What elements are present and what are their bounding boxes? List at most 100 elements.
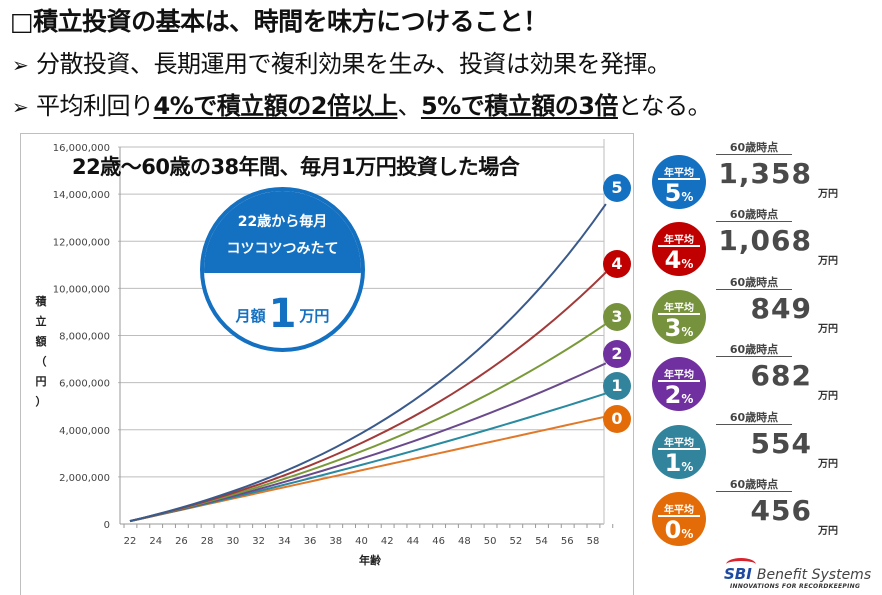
at-age-60-label: 60歳時点 xyxy=(716,411,792,425)
bullet-text: 分散投資、長期運用で複利効果を生み、投資は効果を発揮。 xyxy=(36,50,671,78)
rate-value: 3% xyxy=(652,314,706,342)
amount-at-60: 1,068 xyxy=(718,224,812,257)
y-tick-label: 12,000,000 xyxy=(53,237,110,248)
x-tick-label: 50 xyxy=(484,536,497,547)
rate-circle-1pct: 年平均 1% xyxy=(652,425,706,479)
bullet-text-mid: 、 xyxy=(397,92,421,120)
emphasis-5pct: 5%で積立額の3倍 xyxy=(420,92,618,120)
y-axis-label-char: 額 xyxy=(35,335,47,348)
rate-number: 3 xyxy=(664,314,682,342)
x-tick-label: 32 xyxy=(252,536,265,547)
logo-swoosh-icon xyxy=(726,558,756,571)
at-age-60-label: 60歳時点 xyxy=(716,208,792,222)
x-tick-label: 44 xyxy=(407,536,420,547)
y-tick-label: 10,000,000 xyxy=(53,284,110,295)
rate-label: 年平均 xyxy=(664,370,694,381)
rate-percent-sign: % xyxy=(681,257,694,271)
amount-unit: 万円 xyxy=(818,526,838,537)
x-tick-label: 36 xyxy=(304,536,317,547)
rate-number: 4 xyxy=(664,246,682,274)
rate-value: 1% xyxy=(652,449,706,477)
series-line-2pct xyxy=(129,362,607,523)
badge-amount-value: 1 xyxy=(268,291,297,337)
rate-circle-4pct: 年平均 4% xyxy=(652,222,706,276)
chart-title: 22歳〜60歳の38年間、毎月1万円投資した場合 xyxy=(72,155,520,179)
amount-unit: 万円 xyxy=(818,189,838,200)
x-tick-label: 40 xyxy=(355,536,368,547)
rate-label: 年平均 xyxy=(664,303,694,314)
rate-label: 年平均 xyxy=(664,168,694,179)
x-tick-label: 38 xyxy=(329,536,342,547)
rate-label: 年平均 xyxy=(664,505,694,516)
x-tick-label: 24 xyxy=(149,536,162,547)
rate-percent-sign: % xyxy=(681,392,694,406)
rate-circle-0pct: 年平均 0% xyxy=(652,492,706,546)
amount-at-60: 682 xyxy=(750,359,812,392)
rate-divider xyxy=(658,245,700,247)
y-tick-label: 14,000,000 xyxy=(53,190,110,201)
badge-line-2: コツコツつみたて xyxy=(226,241,339,257)
x-tick-label: 56 xyxy=(561,536,574,547)
rate-divider xyxy=(658,515,700,517)
arrow-bullet-icon: ➢ xyxy=(12,95,29,119)
rate-divider xyxy=(658,380,700,382)
x-tick-label: 30 xyxy=(227,536,240,547)
bullet-point-2: ➢ 平均利回り4%で積立額の2倍以上、5%で積立額の3倍となる。 xyxy=(12,86,712,121)
series-end-marker-0: 0 xyxy=(603,405,631,433)
at-age-60-label: 60歳時点 xyxy=(716,141,792,155)
badge-amount-unit: 万円 xyxy=(299,307,330,325)
amount-at-60: 1,358 xyxy=(718,157,812,190)
x-tick-label: 54 xyxy=(535,536,548,547)
rate-value: 4% xyxy=(652,246,706,274)
rate-percent-sign: % xyxy=(681,190,694,204)
y-axis-label: 積立額 （ 円 ） xyxy=(34,292,48,412)
y-tick-label: 6,000,000 xyxy=(59,379,110,390)
series-end-marker-1: 1 xyxy=(603,372,631,400)
amount-at-60: 456 xyxy=(750,494,812,527)
page-title: □積立投資の基本は、時間を味方につけること！ xyxy=(10,7,548,36)
x-tick-label: 58 xyxy=(587,536,600,547)
rate-label: 年平均 xyxy=(664,235,694,246)
x-tick-label: 46 xyxy=(432,536,445,547)
badge-line-1: 22歳から毎月 xyxy=(237,214,328,230)
series-line-3pct xyxy=(129,323,607,523)
amount-unit: 万円 xyxy=(818,324,838,335)
series-line-4pct xyxy=(129,271,607,523)
monthly-investment-badge: 22歳から毎月 コツコツつみたて 月額1 万円 xyxy=(200,187,365,352)
rate-label: 年平均 xyxy=(664,438,694,449)
bullet-text-pre: 平均利回り xyxy=(36,92,154,120)
rate-value: 0% xyxy=(652,516,706,544)
x-tick-label: 42 xyxy=(381,536,394,547)
badge-amount-pre: 月額 xyxy=(235,307,266,325)
amount-at-60: 849 xyxy=(750,292,812,325)
badge-top: 22歳から毎月 コツコツつみたて xyxy=(204,191,361,273)
series-end-marker-4: 4 xyxy=(603,250,631,278)
rate-circle-2pct: 年平均 2% xyxy=(652,357,706,411)
x-tick-label: 34 xyxy=(278,536,291,547)
sbi-benefit-systems-logo: SBI Benefit Systems INNOVATIONS FOR RECO… xyxy=(724,558,871,590)
at-age-60-label: 60歳時点 xyxy=(716,343,792,357)
rate-number: 1 xyxy=(664,449,682,477)
amount-unit: 万円 xyxy=(818,391,838,402)
logo-tagline: INNOVATIONS FOR RECORDKEEPING xyxy=(730,583,861,590)
bullet-point-1: ➢ 分散投資、長期運用で複利効果を生み、投資は効果を発揮。 xyxy=(12,44,671,79)
amount-unit: 万円 xyxy=(818,459,838,470)
rate-value: 2% xyxy=(652,381,706,409)
amount-at-60: 554 xyxy=(750,427,812,460)
series-end-marker-5: 5 xyxy=(603,174,631,202)
series-end-marker-2: 2 xyxy=(603,340,631,368)
x-tick-label: 26 xyxy=(175,536,188,547)
rate-percent-sign: % xyxy=(681,460,694,474)
series-line-5pct xyxy=(129,203,607,523)
y-tick-label: 4,000,000 xyxy=(59,426,110,437)
y-tick-label: 2,000,000 xyxy=(59,473,110,484)
rate-percent-sign: % xyxy=(681,325,694,339)
at-age-60-label: 60歳時点 xyxy=(716,478,792,492)
amount-unit: 万円 xyxy=(818,256,838,267)
badge-amount: 月額1 万円 xyxy=(204,291,361,337)
rate-circle-3pct: 年平均 3% xyxy=(652,290,706,344)
emphasis-4pct: 4%で積立額の2倍以上 xyxy=(153,92,398,120)
rate-divider xyxy=(658,178,700,180)
y-tick-label: 8,000,000 xyxy=(59,332,110,343)
